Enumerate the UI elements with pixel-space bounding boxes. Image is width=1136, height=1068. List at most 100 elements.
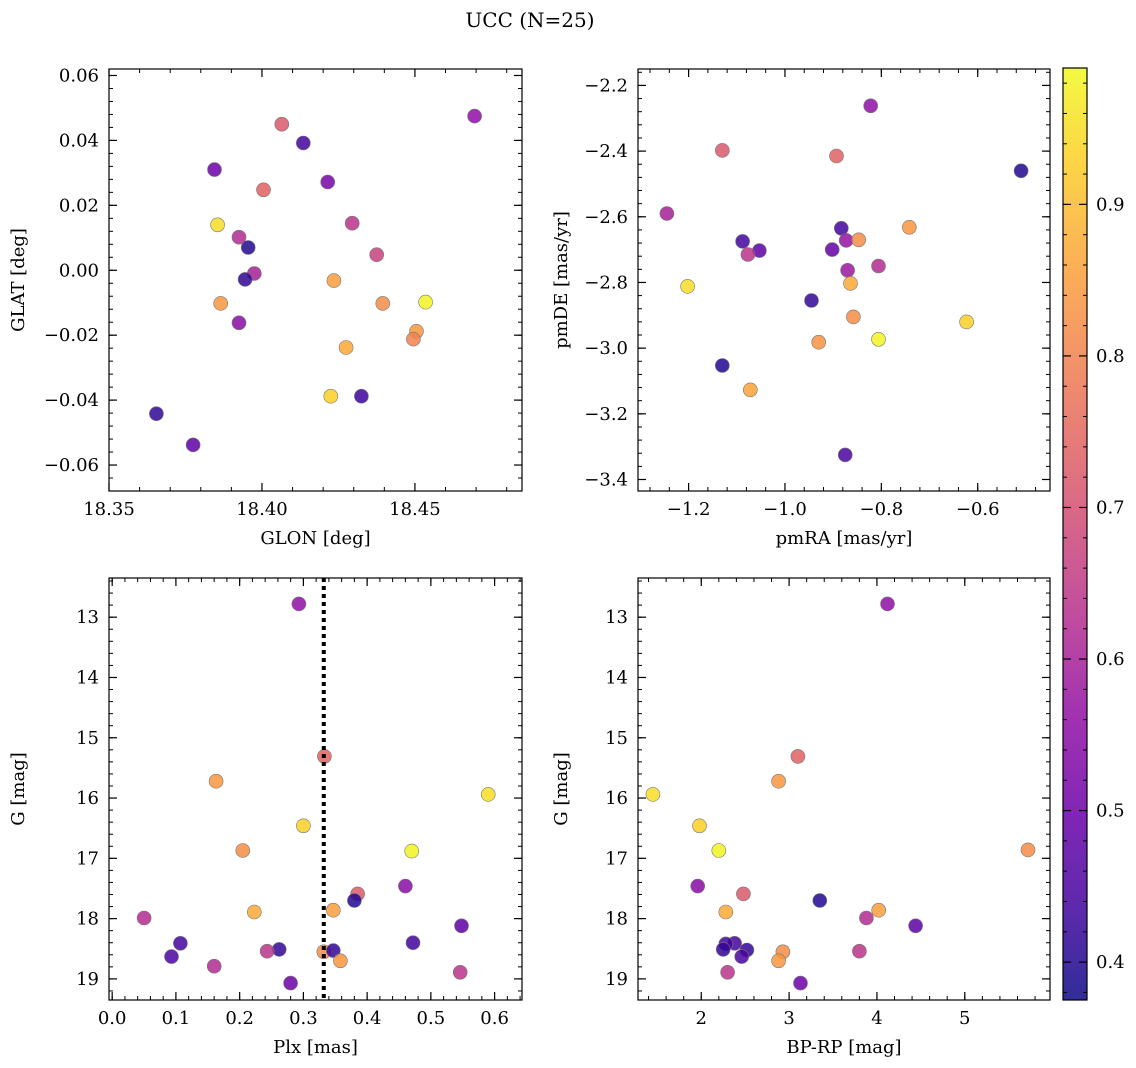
data-point — [467, 108, 482, 124]
data-point — [274, 116, 290, 132]
data-point — [173, 935, 188, 951]
panel-4: 2 3 4 5 13 14 15 16 17 18 19 BP-RP [mag] G [mag] — [551, 577, 1051, 1058]
data-point — [398, 878, 413, 894]
data-point — [369, 247, 385, 262]
data-point — [1020, 842, 1036, 858]
x-axis-label: GLON [deg] — [260, 528, 370, 549]
data-point — [235, 843, 251, 858]
x-tick-label: 0.4 — [353, 1008, 382, 1029]
x-tick-label: 0.2 — [225, 1008, 254, 1029]
data-point — [852, 943, 867, 959]
y-tick-label: 16 — [76, 788, 99, 809]
data-point — [645, 787, 661, 802]
data-point — [715, 942, 731, 957]
data-point — [231, 229, 247, 245]
data-point — [256, 182, 271, 198]
data-point — [959, 314, 974, 330]
y-tick-label: 18 — [605, 909, 628, 930]
y-tick-label: 13 — [76, 607, 99, 628]
data-point — [149, 406, 164, 422]
y-tick-label: −0.02 — [44, 325, 99, 346]
data-point — [207, 162, 222, 177]
data-point — [208, 773, 224, 789]
y-tick-label: −0.06 — [44, 455, 99, 476]
y-tick-label: 14 — [605, 667, 628, 688]
axes-frame — [108, 68, 523, 492]
data-point — [452, 964, 468, 980]
data-point — [846, 309, 861, 325]
y-tick-label: 16 — [605, 788, 628, 809]
data-point — [185, 437, 201, 453]
data-point — [851, 232, 867, 248]
data-point — [320, 174, 336, 190]
x-tick-label: 2 — [696, 1008, 707, 1029]
panel-3: 0.0 0.1 0.2 0.3 0.4 0.5 0.6 13 14 15 16 17 18 19 Plx [… — [8, 577, 523, 1058]
x-tick-label: 0.0 — [98, 1008, 127, 1029]
data-point — [690, 878, 706, 894]
data-point — [291, 596, 307, 612]
x-axis-label: Plx [mas] — [273, 1037, 358, 1058]
y-tick-label: 0.02 — [59, 195, 99, 216]
colorbar-frame — [1062, 67, 1088, 1001]
data-point — [837, 447, 853, 463]
data-point — [659, 206, 675, 221]
data-point — [271, 942, 287, 957]
data-point — [859, 910, 874, 926]
data-point — [771, 773, 786, 789]
data-point — [793, 975, 808, 991]
y-axis-label: G [mag] — [551, 752, 572, 825]
y-tick-label: −2.4 — [584, 141, 628, 162]
data-point — [714, 358, 730, 373]
data-point — [326, 273, 342, 288]
panel-2: −1.2 −1.0 −0.8 −0.6 −3.4 −3.2 −3.0 −2.8 −2.6 −2.4… — [551, 68, 1051, 549]
data-point — [354, 388, 369, 404]
y-tick-label: 17 — [605, 848, 628, 869]
colorbar-tick-label: 0.7 — [1096, 497, 1125, 518]
data-point — [734, 949, 750, 964]
x-tick-label: 0.6 — [480, 1008, 509, 1029]
figure-title: UCC (N=25) — [465, 8, 594, 32]
x-tick-label: −1.0 — [763, 499, 807, 520]
data-point — [735, 234, 750, 249]
data-point — [843, 276, 858, 291]
colorbar-tick-label: 0.5 — [1096, 801, 1125, 822]
y-tick-label: 0.00 — [59, 260, 99, 281]
y-tick-label: 15 — [605, 728, 628, 749]
data-point — [333, 953, 348, 969]
data-point — [871, 902, 887, 918]
colorbar-gradient — [1063, 68, 1087, 1000]
data-point — [237, 272, 253, 287]
data-point — [325, 902, 341, 918]
colorbar: 0.4 0.5 0.6 0.7 0.8 0.9 — [1062, 67, 1125, 1001]
panels: 18.35 18.40 18.45−0.06−0.04−0.020.000.020.… — [8, 65, 1051, 1058]
x-tick-label: 0.5 — [417, 1008, 446, 1029]
x-tick-label: 18.45 — [389, 499, 441, 520]
x-tick-label: −1.2 — [667, 499, 711, 520]
data-point — [1013, 163, 1029, 179]
data-point — [838, 233, 854, 248]
data-point — [711, 843, 727, 858]
data-point — [771, 953, 786, 969]
x-tick-label: 0.1 — [162, 1008, 191, 1029]
colorbar-tick-label: 0.4 — [1096, 952, 1125, 973]
colorbar-tick-label: 0.6 — [1096, 649, 1125, 670]
y-tick-label: 19 — [605, 969, 628, 990]
data-point — [718, 904, 734, 920]
panel-1: 18.35 18.40 18.45 −0.06 −0.04 −0.02 0.00 0.02 0.… — [8, 65, 523, 549]
y-tick-label: 17 — [76, 848, 99, 869]
colorbar-tick-label: 0.9 — [1096, 194, 1125, 215]
data-point — [418, 294, 433, 310]
data-point — [344, 215, 360, 231]
x-axis-label: pmRA [mas/yr] — [776, 528, 913, 549]
data-point — [405, 935, 421, 951]
data-point — [740, 247, 756, 262]
data-point — [406, 331, 421, 347]
data-point — [295, 135, 311, 151]
data-point — [840, 262, 855, 278]
y-tick-label: 0.04 — [59, 130, 99, 151]
data-point — [736, 886, 751, 902]
data-point — [804, 293, 819, 308]
y-tick-label: −2.8 — [584, 272, 628, 293]
y-tick-label: 15 — [76, 728, 99, 749]
data-point — [720, 964, 735, 980]
